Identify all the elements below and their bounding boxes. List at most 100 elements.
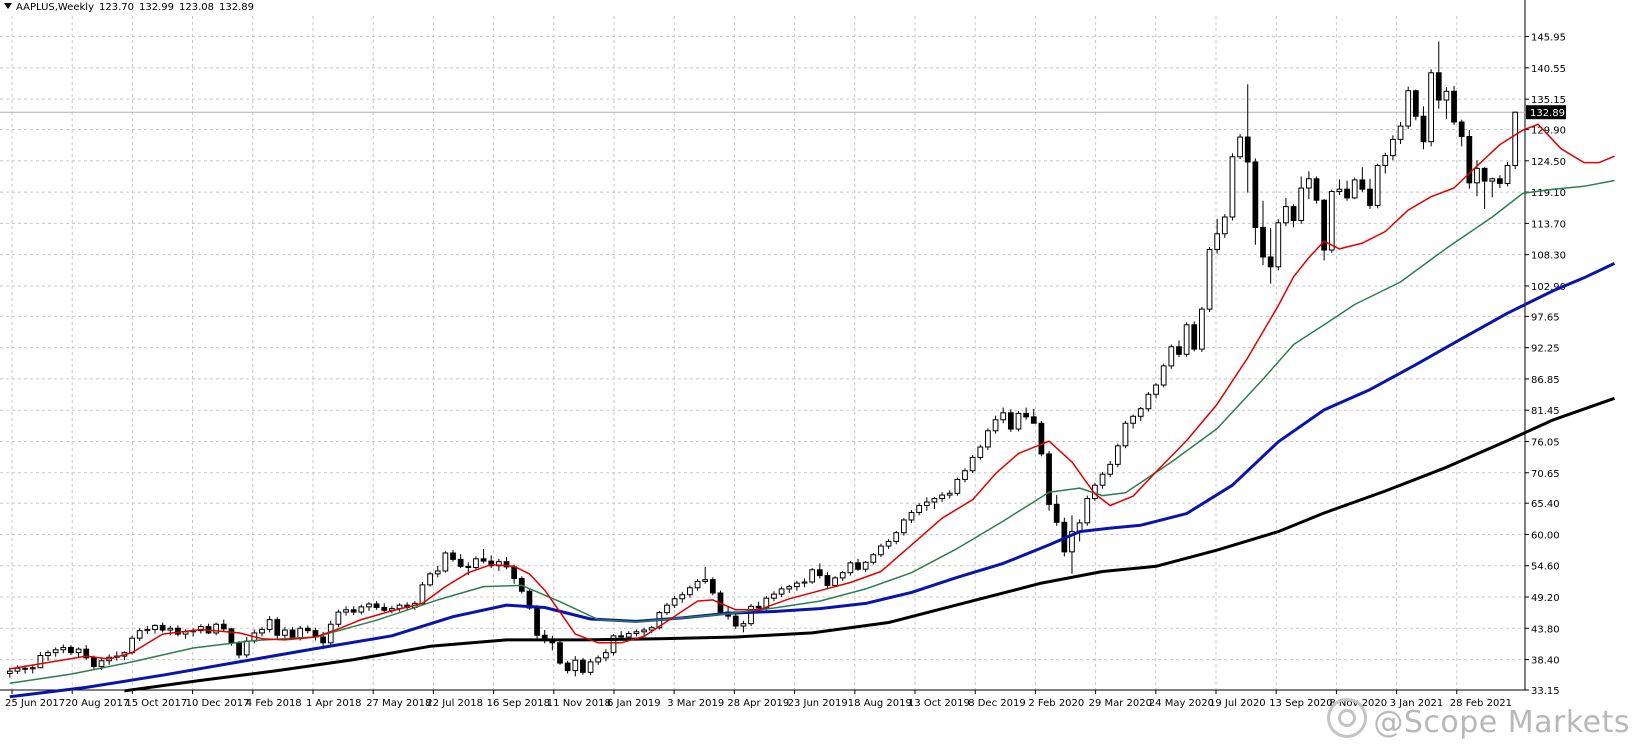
candle-down bbox=[1191, 324, 1198, 350]
candle-up bbox=[885, 540, 892, 547]
candle-up bbox=[1015, 412, 1022, 430]
candle-up bbox=[946, 492, 953, 496]
x-tick-label: 11 Nov 2018 bbox=[547, 698, 611, 709]
y-tick-label: 145.95 bbox=[1531, 33, 1566, 44]
x-tick-label: 13 Oct 2019 bbox=[908, 698, 970, 709]
candle-up bbox=[213, 623, 220, 634]
candle-up bbox=[259, 628, 265, 634]
candle-up bbox=[1206, 248, 1213, 310]
candle-down bbox=[320, 636, 326, 644]
candle-up bbox=[152, 624, 158, 630]
candle-up bbox=[1183, 324, 1190, 355]
candle-up bbox=[1069, 531, 1075, 553]
candle-down bbox=[488, 560, 495, 567]
candle-up bbox=[1000, 412, 1007, 421]
candle-up bbox=[862, 561, 869, 570]
candle-up bbox=[473, 558, 479, 568]
candle-up bbox=[1305, 178, 1312, 189]
candle-up bbox=[985, 430, 991, 448]
candle-up bbox=[1199, 308, 1205, 350]
candle-up bbox=[366, 603, 372, 608]
candle-down bbox=[564, 662, 571, 672]
x-tick-label: 23 Jun 2019 bbox=[788, 698, 848, 709]
high-value: 132.99 bbox=[139, 2, 175, 13]
watermark-text: @Scope Markets bbox=[1373, 705, 1630, 740]
candle-up bbox=[60, 646, 67, 651]
candle-up bbox=[1221, 216, 1228, 235]
candle-down bbox=[1313, 178, 1320, 201]
candle-up bbox=[954, 478, 961, 494]
y-tick-label: 86.85 bbox=[1531, 375, 1560, 386]
candle-up bbox=[679, 594, 686, 600]
x-tick-label: 20 Aug 2017 bbox=[65, 698, 129, 709]
y-tick-label: 81.45 bbox=[1531, 406, 1560, 417]
x-tick-label: 3 Jan 2021 bbox=[1390, 698, 1444, 709]
candle-up bbox=[595, 657, 602, 663]
candle-up bbox=[977, 446, 984, 458]
candle-down bbox=[511, 566, 518, 579]
symbol-label: AAPLUS,Weekly bbox=[16, 2, 95, 13]
candle-up bbox=[358, 606, 365, 613]
candle-up bbox=[939, 494, 945, 500]
y-tick-label: 135.15 bbox=[1531, 95, 1566, 106]
candle-down bbox=[175, 627, 181, 635]
close-value: 132.89 bbox=[219, 2, 255, 13]
moving-average-fast bbox=[9, 123, 1615, 670]
candle-down bbox=[22, 667, 28, 670]
candle-up bbox=[1099, 473, 1106, 486]
candle-up bbox=[129, 637, 135, 654]
candle-up bbox=[992, 419, 999, 432]
candle-down bbox=[755, 605, 762, 609]
candle-up bbox=[847, 562, 854, 574]
x-tick-label: 13 Sep 2020 bbox=[1269, 698, 1332, 709]
candle-up bbox=[1153, 384, 1159, 395]
candle-up bbox=[763, 597, 770, 609]
candle-up bbox=[98, 660, 105, 668]
y-tick-label: 113.70 bbox=[1531, 219, 1566, 230]
y-tick-label: 124.50 bbox=[1531, 157, 1566, 168]
candle-up bbox=[794, 582, 800, 588]
candle-down bbox=[274, 619, 281, 636]
candle-up bbox=[1237, 136, 1243, 158]
candle-down bbox=[373, 603, 380, 608]
candle-up bbox=[748, 605, 754, 625]
candle-up bbox=[1130, 415, 1136, 424]
candle-up bbox=[75, 648, 82, 654]
candle-up bbox=[243, 640, 250, 656]
y-tick-label: 49.20 bbox=[1531, 593, 1560, 604]
candle-up bbox=[625, 633, 632, 638]
candle-up bbox=[664, 604, 670, 614]
candle-up bbox=[1298, 187, 1305, 221]
candle-down bbox=[1435, 72, 1442, 101]
y-tick-label: 76.05 bbox=[1531, 437, 1560, 448]
candle-up bbox=[1229, 156, 1236, 218]
x-tick-label: 28 Apr 2019 bbox=[727, 698, 789, 709]
candle-down bbox=[304, 627, 311, 632]
candle-down bbox=[1290, 206, 1297, 221]
candle-up bbox=[343, 609, 349, 613]
candle-up bbox=[1283, 206, 1289, 224]
candle-up bbox=[1145, 393, 1152, 410]
candle-up bbox=[52, 649, 59, 654]
candle-down bbox=[1412, 90, 1419, 117]
candle-down bbox=[732, 615, 739, 627]
candle-down bbox=[1053, 503, 1060, 523]
x-tick-label: 28 Feb 2021 bbox=[1450, 698, 1512, 709]
candle-up bbox=[1512, 111, 1519, 166]
candle-up bbox=[14, 667, 21, 672]
candle-up bbox=[931, 498, 938, 503]
candle-down bbox=[450, 552, 456, 560]
candle-down bbox=[1252, 161, 1259, 228]
candle-down bbox=[83, 648, 90, 659]
open-value: 123.70 bbox=[99, 2, 135, 13]
candle-up bbox=[694, 580, 701, 589]
y-tick-label: 70.65 bbox=[1531, 469, 1560, 480]
candle-up bbox=[197, 626, 204, 632]
candle-up bbox=[687, 587, 693, 596]
chart-menu-icon[interactable] bbox=[4, 3, 12, 9]
candle-up bbox=[602, 652, 609, 659]
candle-down bbox=[1359, 179, 1366, 190]
y-tick-label: 54.60 bbox=[1531, 562, 1560, 573]
